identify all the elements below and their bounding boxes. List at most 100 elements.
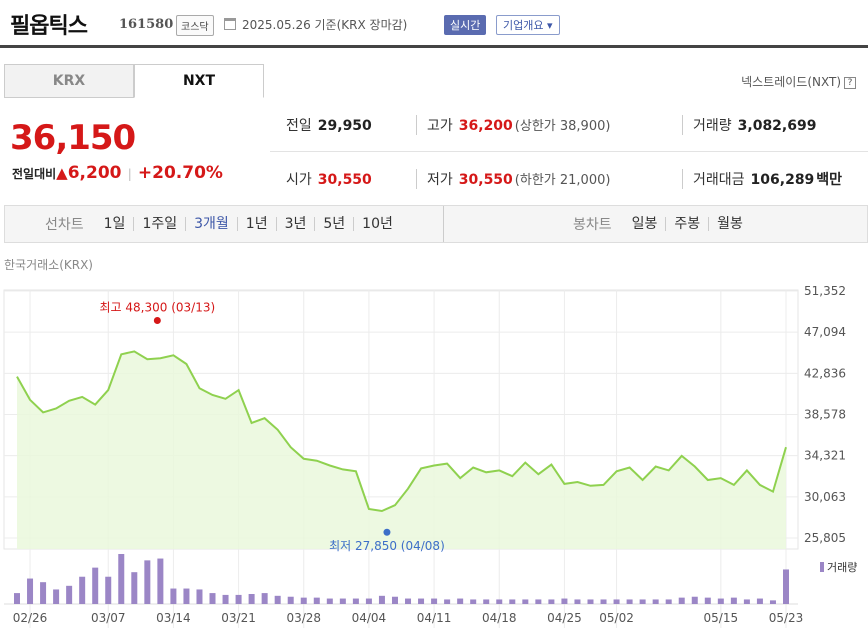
stat-prev: 전일 29,950 xyxy=(286,115,372,135)
volume-bar xyxy=(313,597,320,604)
x-tick-label: 04/18 xyxy=(482,611,517,625)
stock-name: 필옵틱스 xyxy=(10,14,88,39)
exchange-tabs: KRX NXT xyxy=(4,64,264,98)
volume-legend-swatch xyxy=(820,562,824,572)
volume-bar xyxy=(300,597,307,604)
x-tick-label: 02/26 xyxy=(13,611,48,625)
volume-bar xyxy=(587,599,594,604)
amount-label: 거래대금 xyxy=(693,172,745,188)
realtime-button[interactable]: 실시간 xyxy=(444,15,487,35)
period-3m[interactable]: 3개월 xyxy=(185,217,237,231)
x-tick-label: 05/15 xyxy=(704,611,739,625)
volume-bar xyxy=(118,554,125,604)
high-label: 최고 48,300 (03/13) xyxy=(100,301,216,315)
volume-bar xyxy=(444,599,451,604)
volume-bar xyxy=(431,598,438,604)
tab-krx[interactable]: KRX xyxy=(4,64,134,98)
stat-volume: 거래량 3,082,699 xyxy=(682,115,816,135)
volume-bar xyxy=(378,595,385,604)
volume-bar xyxy=(756,598,763,604)
stat-high: 고가 36,200 (상한가 38,900) xyxy=(416,115,610,135)
volume-bar xyxy=(287,596,294,604)
company-info-dropdown[interactable]: 기업개요 ▾ xyxy=(496,15,560,35)
x-tick-label: 05/23 xyxy=(769,611,804,625)
volume-bar xyxy=(365,598,372,604)
volume-bar xyxy=(470,599,477,604)
volume-bar xyxy=(14,593,20,604)
volume-bar xyxy=(209,593,216,604)
volume-bar xyxy=(222,594,229,604)
change-value: 6,200 xyxy=(67,163,122,183)
candle-chart-options: 봉차트 일봉 주봉 월봉 xyxy=(573,206,751,242)
line-chart-options: 선차트 1일 1주일 3개월 1년 3년 5년 10년 xyxy=(45,206,401,242)
volume-legend-label: 거래량 xyxy=(827,561,857,574)
market-badge: 코스닥 xyxy=(176,15,214,36)
volume-bar xyxy=(235,594,242,604)
volume-bar xyxy=(783,569,789,604)
open-label: 시가 xyxy=(286,172,312,188)
period-1w[interactable]: 1주일 xyxy=(133,217,185,231)
help-icon[interactable]: ? xyxy=(844,77,856,89)
price-line xyxy=(16,350,787,513)
volume-bar xyxy=(574,599,581,604)
volume-bar xyxy=(418,598,425,604)
volume-bar xyxy=(105,576,112,604)
volume-bar xyxy=(509,599,516,604)
high-label: 고가 xyxy=(427,118,453,134)
x-tick-label: 05/02 xyxy=(599,611,634,625)
y-tick-label: 25,805 xyxy=(804,531,846,545)
volume-bar xyxy=(27,578,34,604)
price-chart: 51,352 47,094 42,836 38,578 34,321 30,063 25,8… xyxy=(3,284,857,628)
volume-bar xyxy=(131,572,138,604)
base-date: 2025.05.26 기준(KRX 장마감) xyxy=(242,18,408,32)
stats-row: 시가 30,550 저가 30,550 (하한가 21,000) 거래대금 106,28… xyxy=(270,152,868,206)
volume-bar xyxy=(483,599,490,604)
price-area xyxy=(17,351,786,549)
compare-label: 전일대비 xyxy=(12,167,57,181)
volume-bar xyxy=(626,599,633,604)
volume-bar xyxy=(665,599,672,604)
volume-bar xyxy=(261,593,268,604)
y-tick-label: 38,578 xyxy=(804,408,846,422)
high-marker xyxy=(153,317,161,325)
low-marker xyxy=(383,528,391,536)
volume-bar xyxy=(144,560,151,604)
current-price: 36,150 xyxy=(10,118,136,158)
x-tick-label: 04/11 xyxy=(417,611,452,625)
x-tick-label: 04/25 xyxy=(547,611,582,625)
prev-value: 29,950 xyxy=(317,118,372,134)
volume-bar xyxy=(339,598,346,604)
volume-bar xyxy=(639,599,646,604)
period-1y[interactable]: 1년 xyxy=(236,217,276,231)
period-10y[interactable]: 10년 xyxy=(353,217,401,231)
volume-bar xyxy=(53,589,60,604)
y-tick-label: 51,352 xyxy=(804,284,846,298)
tab-nxt[interactable]: NXT xyxy=(134,64,264,98)
volume-bar xyxy=(457,598,464,604)
stat-open: 시가 30,550 xyxy=(286,169,372,189)
candle-monthly[interactable]: 월봉 xyxy=(708,217,751,231)
period-3y[interactable]: 3년 xyxy=(275,217,315,231)
calendar-icon xyxy=(224,18,236,30)
y-tick-label: 30,063 xyxy=(804,490,846,504)
period-5y[interactable]: 5년 xyxy=(314,217,353,231)
volume-bar xyxy=(40,582,47,604)
candle-chart-label: 봉차트 xyxy=(573,217,612,233)
amount-unit: 백만 xyxy=(816,172,843,188)
candle-daily[interactable]: 일봉 xyxy=(631,216,658,232)
stats-row: 전일 29,950 고가 36,200 (상한가 38,900) 거래량 3,082,6… xyxy=(270,98,868,152)
volume-bar xyxy=(391,596,398,604)
amount-value: 106,289 xyxy=(750,172,815,188)
prev-label: 전일 xyxy=(286,118,312,134)
x-tick-label: 03/21 xyxy=(221,611,256,625)
source-label: 한국거래소(KRX) xyxy=(4,258,93,272)
stat-amount: 거래대금 106,289 백만 xyxy=(682,169,842,189)
volume-bar xyxy=(496,599,503,604)
volume-bar xyxy=(691,596,698,604)
nxt-label-text: 넥스트레이드(NXT) xyxy=(741,75,841,89)
volume-bar xyxy=(600,599,607,604)
candle-weekly[interactable]: 주봉 xyxy=(665,217,708,231)
period-1d[interactable]: 1일 xyxy=(103,216,126,232)
volume-bar xyxy=(717,598,724,604)
y-tick-label: 34,321 xyxy=(804,449,846,463)
